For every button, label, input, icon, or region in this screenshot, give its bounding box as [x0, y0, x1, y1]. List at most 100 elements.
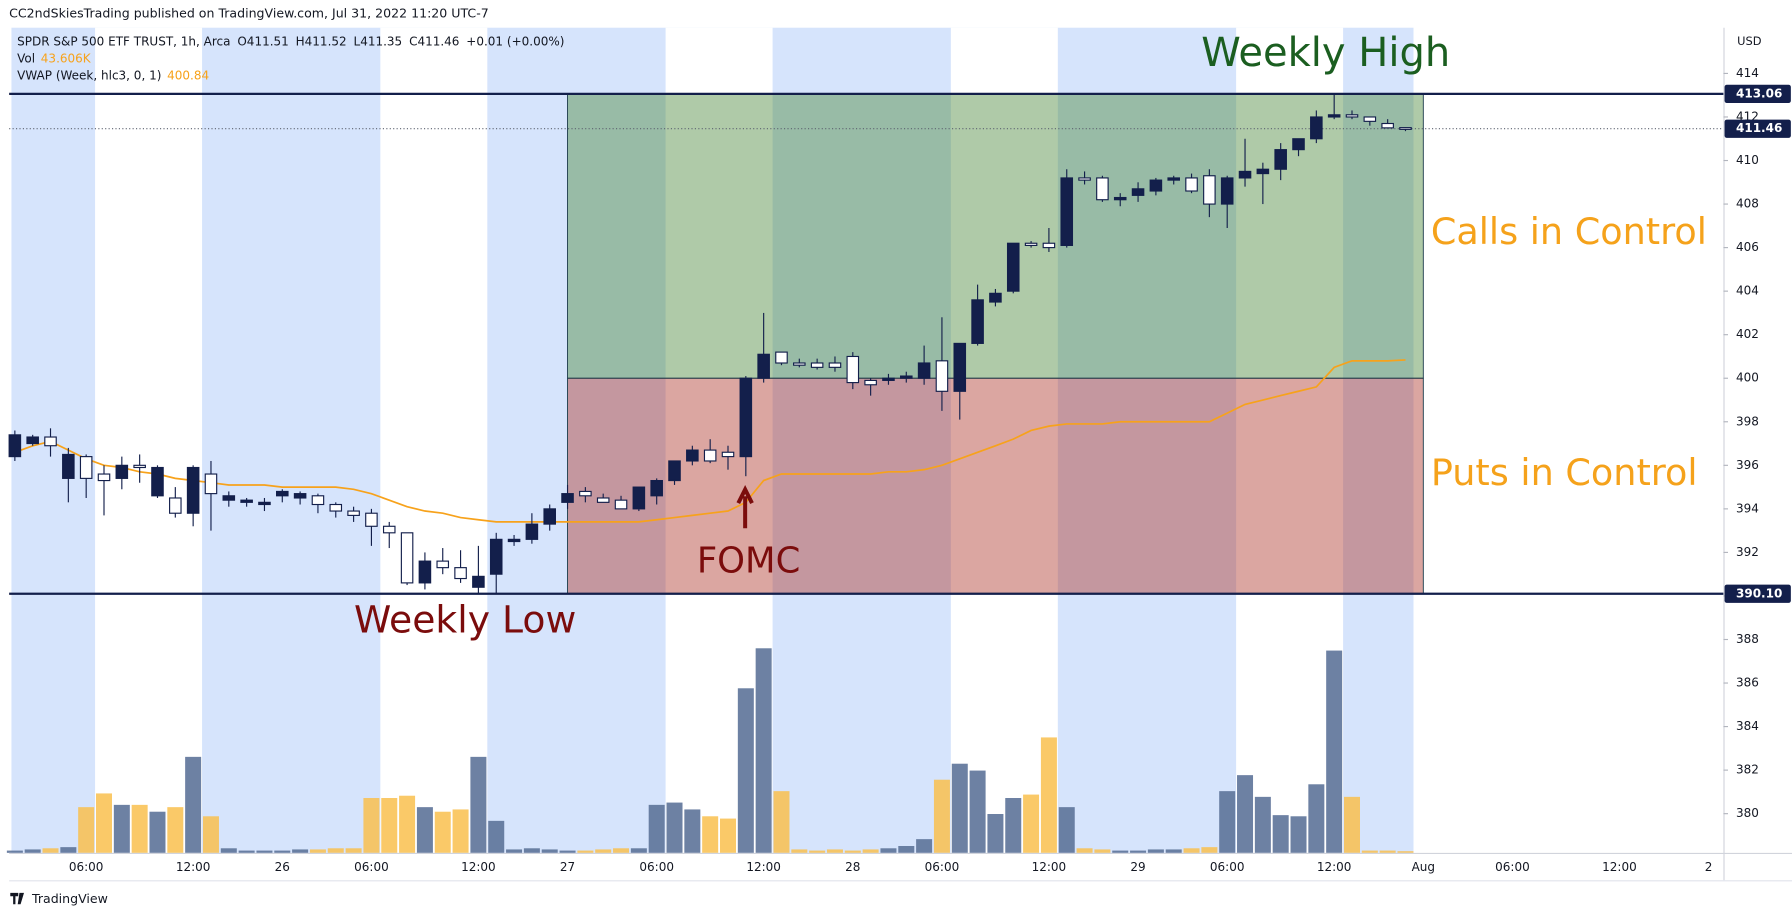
candle-body [953, 342, 967, 392]
volume-bar [1112, 850, 1129, 853]
volume-bar [309, 849, 326, 853]
candle-body [721, 451, 735, 458]
volume-bar [613, 848, 630, 853]
candle-body [793, 362, 806, 366]
fomc-arrow [736, 484, 754, 529]
candle-body [79, 456, 93, 479]
y-tick-label: 380 [1736, 806, 1759, 820]
candle-body [561, 493, 574, 503]
candle-body [347, 510, 360, 516]
volume-bar [506, 849, 523, 853]
legend-item: L411.35 [354, 34, 403, 48]
legend-vwap: VWAP (Week, hlc3, 0, 1) 400.84 [17, 68, 209, 82]
volume-bar [1130, 850, 1147, 853]
x-tick-label: 06:00 [639, 860, 674, 874]
session-regular [1236, 27, 1344, 853]
candle-body [151, 466, 164, 497]
volume-bar [541, 849, 558, 853]
candle-body [1167, 177, 1180, 181]
volume-bar [24, 849, 41, 853]
candle-body [1096, 177, 1109, 201]
volume-bar [1201, 847, 1218, 853]
legend-symbol: SPDR S&P 500 ETF TRUST, 1h, Arca O411.51 H… [17, 34, 564, 48]
volume-bar [916, 839, 933, 853]
volume-bar [96, 793, 112, 853]
volume-bar [951, 763, 968, 853]
y-tick-label: 404 [1736, 284, 1759, 298]
x-tick-label: 12:00 [176, 860, 211, 874]
logo [10, 892, 24, 905]
candle-body [1327, 114, 1341, 118]
volume-bar [630, 848, 647, 853]
candle-body [703, 449, 717, 462]
candle-body [293, 493, 307, 499]
candle-body [899, 375, 913, 379]
volume-bar [702, 816, 719, 853]
annotation: Weekly Low [354, 598, 576, 642]
y-tick-label: 382 [1736, 763, 1759, 777]
x-tick-label: 06:00 [69, 860, 104, 874]
candle-body [507, 538, 521, 543]
legend-volume: Vol 43.606K [17, 51, 92, 65]
candle-body [917, 362, 931, 379]
volume-bar [755, 648, 772, 853]
volume-bar [256, 850, 273, 853]
legend-item: H411.52 [296, 34, 347, 48]
candle-body [1006, 242, 1020, 292]
x-tick-label: Aug [1412, 860, 1435, 874]
candle-body [8, 434, 22, 458]
y-tick-label: 392 [1736, 545, 1759, 559]
x-tick-label: 12:00 [461, 860, 496, 874]
candle-body [133, 464, 146, 469]
candle-body [525, 523, 539, 540]
y-tick-label: 408 [1736, 197, 1759, 211]
volume-bar [684, 809, 701, 853]
candle-body [1238, 170, 1252, 179]
candle-body [1203, 175, 1216, 205]
candle-body [258, 501, 271, 506]
volume-bar [1165, 849, 1182, 853]
annotation: Weekly High [1201, 30, 1450, 76]
annotation: Calls in Control [1431, 210, 1707, 253]
x-tick-label: 12:00 [1602, 860, 1637, 874]
session-regular [950, 27, 1058, 853]
volume-bar [826, 849, 843, 853]
volume-bar [1094, 849, 1111, 853]
volume-bar [274, 850, 291, 853]
candle-body [1131, 188, 1145, 196]
x-tick-label: 26 [275, 860, 290, 874]
header: CC2ndSkiesTrading published on TradingVi… [9, 6, 489, 21]
volume-bar [880, 848, 897, 853]
candle-body [222, 495, 236, 501]
volume-bar [1397, 851, 1414, 853]
candle-body [1345, 114, 1359, 118]
price-tag [1724, 84, 1791, 104]
candle-body [1078, 177, 1091, 181]
candle-body [329, 503, 343, 512]
price-tag-label: 413.06 [1736, 86, 1782, 100]
candle-body [614, 499, 628, 510]
x-tick-label: 29 [1130, 860, 1145, 874]
vwap-line [14, 359, 1406, 523]
volume-bar [1040, 737, 1057, 853]
volume-bar [933, 779, 950, 853]
session-regular [380, 27, 488, 853]
annotation: Puts in Control [1431, 451, 1698, 494]
candle-body [596, 497, 610, 503]
volume-bar [1183, 848, 1200, 853]
candle-body [240, 499, 253, 503]
volume-bar [434, 811, 451, 853]
candle-body [864, 379, 877, 386]
price-tag [1724, 584, 1791, 603]
candle-body [1024, 242, 1038, 247]
x-tick-label: 06:00 [354, 860, 389, 874]
volume-bar [1379, 850, 1396, 853]
candle-body [650, 479, 663, 497]
volume-bar [131, 804, 148, 853]
volume-bar [399, 795, 416, 853]
candle-body [400, 532, 414, 584]
candle-body [1381, 122, 1394, 129]
legend-item: Vol [17, 51, 35, 65]
